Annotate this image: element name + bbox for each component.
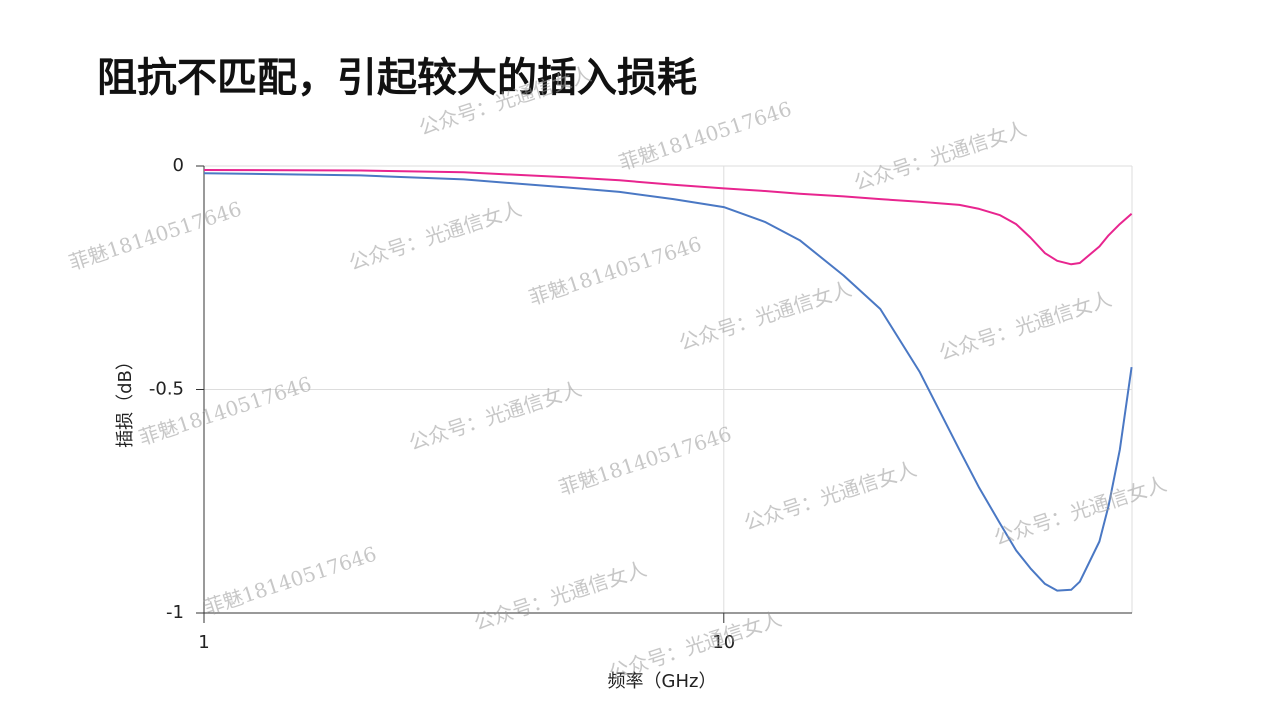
chart-title: 阻抗不匹配，引起较大的插入损耗 (97, 55, 697, 101)
x-tick-label: 1 (198, 632, 209, 653)
x-axis-label: 频率（GHz） (608, 671, 717, 692)
watermark: 菲魅18140517646 (526, 232, 705, 310)
watermark: 公众号：光通信女人 (991, 472, 1170, 550)
watermark: 公众号：光通信女人 (676, 277, 855, 355)
y-tick-label: -0.5 (149, 379, 184, 400)
watermark: 公众号：光通信女人 (346, 197, 525, 275)
y-tick-label: 0 (173, 155, 184, 176)
watermark: 公众号：光通信女人 (936, 287, 1115, 365)
watermark: 公众号：光通信女人 (741, 457, 920, 535)
watermark: 公众号：光通信女人 (406, 377, 585, 455)
watermark: 菲魅18140517646 (556, 422, 735, 500)
watermark: 公众号：光通信女人 (471, 557, 650, 635)
x-tick-label: 10 (712, 632, 735, 653)
watermark: 菲魅18140517646 (66, 197, 245, 275)
series-line (203, 172, 1133, 592)
watermark: 菲魅18140517646 (616, 97, 795, 175)
y-tick-label: -1 (166, 602, 184, 623)
watermark: 菲魅18140517646 (201, 542, 380, 620)
y-axis-label: 插损（dB） (115, 352, 136, 448)
series-line (203, 169, 1133, 266)
watermark: 公众号：光通信女人 (851, 117, 1030, 195)
